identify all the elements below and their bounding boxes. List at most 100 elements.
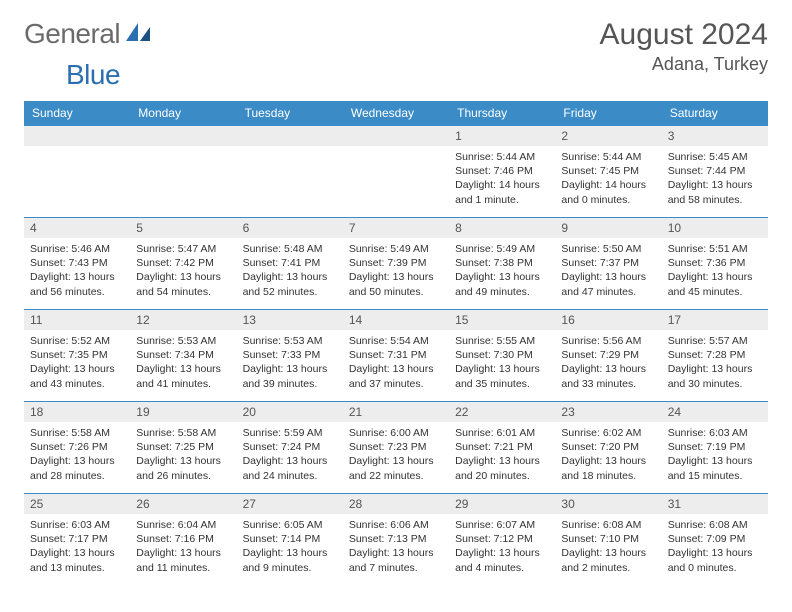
calendar-day-cell: 9Sunrise: 5:50 AMSunset: 7:37 PMDaylight…: [555, 218, 661, 310]
day-detail-line: Sunset: 7:30 PM: [455, 348, 549, 362]
day-detail-line: Daylight: 13 hours and 33 minutes.: [561, 362, 655, 390]
day-number: 2: [555, 126, 661, 146]
day-detail-line: Daylight: 13 hours and 22 minutes.: [349, 454, 443, 482]
day-detail-line: Sunrise: 6:05 AM: [243, 518, 337, 532]
day-details: Sunrise: 6:04 AMSunset: 7:16 PMDaylight:…: [130, 514, 236, 579]
day-detail-line: Sunset: 7:21 PM: [455, 440, 549, 454]
day-detail-line: Sunset: 7:43 PM: [30, 256, 124, 270]
day-detail-line: Daylight: 13 hours and 37 minutes.: [349, 362, 443, 390]
calendar-week-row: 25Sunrise: 6:03 AMSunset: 7:17 PMDayligh…: [24, 494, 768, 586]
day-header: Tuesday: [237, 101, 343, 126]
calendar-day-cell: [343, 126, 449, 218]
day-detail-line: Sunset: 7:36 PM: [668, 256, 762, 270]
day-number: 3: [662, 126, 768, 146]
day-number: 29: [449, 494, 555, 514]
day-detail-line: Sunset: 7:26 PM: [30, 440, 124, 454]
brand-sail-icon: [124, 18, 152, 50]
calendar-day-cell: 3Sunrise: 5:45 AMSunset: 7:44 PMDaylight…: [662, 126, 768, 218]
day-detail-line: Sunset: 7:23 PM: [349, 440, 443, 454]
day-number: 9: [555, 218, 661, 238]
day-detail-line: Sunset: 7:24 PM: [243, 440, 337, 454]
day-detail-line: Daylight: 13 hours and 50 minutes.: [349, 270, 443, 298]
day-detail-line: Sunset: 7:25 PM: [136, 440, 230, 454]
day-details: Sunrise: 5:46 AMSunset: 7:43 PMDaylight:…: [24, 238, 130, 303]
day-detail-line: Sunset: 7:31 PM: [349, 348, 443, 362]
day-details: Sunrise: 6:00 AMSunset: 7:23 PMDaylight:…: [343, 422, 449, 487]
day-detail-line: Sunrise: 5:54 AM: [349, 334, 443, 348]
day-detail-line: Sunrise: 5:45 AM: [668, 150, 762, 164]
day-detail-line: Sunset: 7:39 PM: [349, 256, 443, 270]
calendar-day-cell: 2Sunrise: 5:44 AMSunset: 7:45 PMDaylight…: [555, 126, 661, 218]
day-number: 28: [343, 494, 449, 514]
day-detail-line: Daylight: 13 hours and 13 minutes.: [30, 546, 124, 574]
day-details: Sunrise: 6:02 AMSunset: 7:20 PMDaylight:…: [555, 422, 661, 487]
day-number: 24: [662, 402, 768, 422]
day-number: 4: [24, 218, 130, 238]
calendar-week-row: 4Sunrise: 5:46 AMSunset: 7:43 PMDaylight…: [24, 218, 768, 310]
day-detail-line: Sunrise: 5:44 AM: [455, 150, 549, 164]
day-number: 20: [237, 402, 343, 422]
day-detail-line: Sunrise: 6:03 AM: [668, 426, 762, 440]
calendar-day-cell: 29Sunrise: 6:07 AMSunset: 7:12 PMDayligh…: [449, 494, 555, 586]
day-number: 18: [24, 402, 130, 422]
day-detail-line: Daylight: 13 hours and 45 minutes.: [668, 270, 762, 298]
day-detail-line: Daylight: 13 hours and 52 minutes.: [243, 270, 337, 298]
day-header-row: Sunday Monday Tuesday Wednesday Thursday…: [24, 101, 768, 126]
calendar-week-row: 18Sunrise: 5:58 AMSunset: 7:26 PMDayligh…: [24, 402, 768, 494]
day-details: Sunrise: 6:03 AMSunset: 7:17 PMDaylight:…: [24, 514, 130, 579]
calendar-table: Sunday Monday Tuesday Wednesday Thursday…: [24, 101, 768, 586]
day-details: [24, 146, 130, 154]
day-number: 1: [449, 126, 555, 146]
calendar-day-cell: 10Sunrise: 5:51 AMSunset: 7:36 PMDayligh…: [662, 218, 768, 310]
day-detail-line: Daylight: 13 hours and 24 minutes.: [243, 454, 337, 482]
day-number: 11: [24, 310, 130, 330]
day-details: Sunrise: 5:53 AMSunset: 7:34 PMDaylight:…: [130, 330, 236, 395]
calendar-day-cell: 16Sunrise: 5:56 AMSunset: 7:29 PMDayligh…: [555, 310, 661, 402]
day-number: 23: [555, 402, 661, 422]
day-detail-line: Sunrise: 5:53 AM: [136, 334, 230, 348]
day-details: Sunrise: 5:50 AMSunset: 7:37 PMDaylight:…: [555, 238, 661, 303]
day-number: 5: [130, 218, 236, 238]
calendar-day-cell: 7Sunrise: 5:49 AMSunset: 7:39 PMDaylight…: [343, 218, 449, 310]
day-detail-line: Sunrise: 6:00 AM: [349, 426, 443, 440]
day-detail-line: Sunset: 7:17 PM: [30, 532, 124, 546]
day-detail-line: Sunrise: 5:58 AM: [30, 426, 124, 440]
day-header: Sunday: [24, 101, 130, 126]
day-detail-line: Daylight: 13 hours and 28 minutes.: [30, 454, 124, 482]
day-detail-line: Sunrise: 6:08 AM: [668, 518, 762, 532]
day-details: Sunrise: 5:53 AMSunset: 7:33 PMDaylight:…: [237, 330, 343, 395]
brand-logo: General: [24, 18, 152, 50]
day-number: 30: [555, 494, 661, 514]
day-detail-line: Daylight: 13 hours and 39 minutes.: [243, 362, 337, 390]
day-header: Friday: [555, 101, 661, 126]
brand-name-1: General: [24, 18, 120, 50]
day-details: Sunrise: 5:51 AMSunset: 7:36 PMDaylight:…: [662, 238, 768, 303]
day-header: Monday: [130, 101, 236, 126]
calendar-day-cell: 17Sunrise: 5:57 AMSunset: 7:28 PMDayligh…: [662, 310, 768, 402]
day-detail-line: Sunrise: 5:56 AM: [561, 334, 655, 348]
calendar-day-cell: 5Sunrise: 5:47 AMSunset: 7:42 PMDaylight…: [130, 218, 236, 310]
day-number: 8: [449, 218, 555, 238]
day-details: Sunrise: 6:06 AMSunset: 7:13 PMDaylight:…: [343, 514, 449, 579]
day-number: 17: [662, 310, 768, 330]
day-detail-line: Sunrise: 6:03 AM: [30, 518, 124, 532]
day-detail-line: Sunset: 7:19 PM: [668, 440, 762, 454]
calendar-week-row: 1Sunrise: 5:44 AMSunset: 7:46 PMDaylight…: [24, 126, 768, 218]
day-detail-line: Daylight: 13 hours and 56 minutes.: [30, 270, 124, 298]
day-detail-line: Sunrise: 6:01 AM: [455, 426, 549, 440]
day-details: Sunrise: 5:57 AMSunset: 7:28 PMDaylight:…: [662, 330, 768, 395]
day-detail-line: Daylight: 13 hours and 35 minutes.: [455, 362, 549, 390]
day-details: Sunrise: 6:05 AMSunset: 7:14 PMDaylight:…: [237, 514, 343, 579]
calendar-day-cell: [130, 126, 236, 218]
day-details: Sunrise: 5:58 AMSunset: 7:25 PMDaylight:…: [130, 422, 236, 487]
calendar-day-cell: 28Sunrise: 6:06 AMSunset: 7:13 PMDayligh…: [343, 494, 449, 586]
day-detail-line: Sunrise: 6:06 AM: [349, 518, 443, 532]
day-number: 21: [343, 402, 449, 422]
day-detail-line: Sunrise: 5:55 AM: [455, 334, 549, 348]
day-details: Sunrise: 6:08 AMSunset: 7:10 PMDaylight:…: [555, 514, 661, 579]
day-details: Sunrise: 5:54 AMSunset: 7:31 PMDaylight:…: [343, 330, 449, 395]
day-header: Thursday: [449, 101, 555, 126]
day-number: 25: [24, 494, 130, 514]
day-number: [24, 126, 130, 146]
day-detail-line: Sunrise: 5:48 AM: [243, 242, 337, 256]
